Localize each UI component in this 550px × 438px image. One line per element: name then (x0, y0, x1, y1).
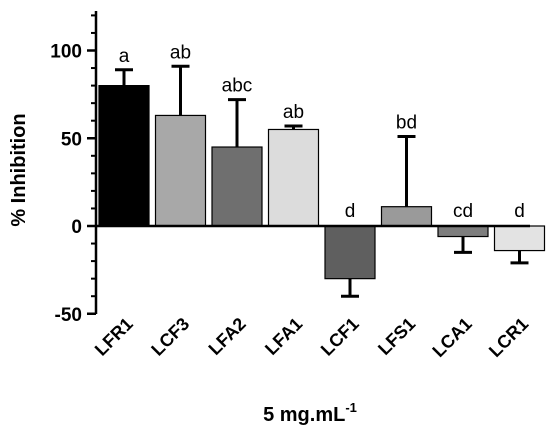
x-tick-label-lca1: LCA1 (428, 314, 475, 361)
bar-lfs1 (380, 206, 433, 227)
x-axis-title: 5 mg.mL-1 (263, 400, 357, 426)
bar-lfa2 (211, 146, 263, 227)
error-bar-lfa1 (284, 124, 303, 130)
bar-lca1 (437, 225, 489, 238)
significance-label-lfa2: abc (222, 76, 253, 97)
x-axis-title-main: 5 mg.mL (263, 404, 345, 426)
significance-label-lcf1: d (345, 201, 356, 222)
x-tick-label-lfa1: LFA1 (261, 314, 306, 359)
significance-label-lfa1: ab (283, 102, 304, 123)
significance-label-lca1: cd (453, 201, 473, 222)
significance-label-lcr1: d (514, 201, 525, 222)
error-bar-lcf1 (341, 278, 359, 298)
bar-lcf1 (324, 225, 376, 280)
x-tick-label-lcf1: LCF1 (317, 314, 363, 360)
y-tick-label: -50 (55, 305, 82, 326)
error-bar-lfr1 (115, 68, 133, 86)
bar-lcr1 (493, 225, 546, 252)
error-bar-lfa2 (228, 98, 246, 148)
x-tick-label-lfr1: LFR1 (91, 314, 137, 360)
significance-label-lcf3: ab (170, 42, 191, 63)
y-tick-label: 0 (71, 217, 82, 238)
significance-label-lfr1: a (119, 46, 130, 67)
significance-label-lfs1: bd (396, 112, 417, 133)
error-bar-lfs1 (397, 134, 416, 207)
x-tick-label-lcf3: LCF3 (147, 314, 193, 360)
error-bar-lcr1 (510, 250, 529, 265)
x-axis-title-exponent: -1 (345, 400, 357, 415)
x-tick-label-lfs1: LFS1 (374, 314, 419, 359)
bar-lcf3 (154, 114, 207, 227)
y-axis-title: % Inhibition (8, 113, 30, 226)
y-axis: -50 0 50 100 (50, 11, 98, 326)
x-tick-label-lcr1: LCR1 (485, 314, 532, 361)
x-axis: LFR1 LCF3 LFA2 LFA1 LCF1 LFS1 LCA1 LCR1 (91, 224, 532, 361)
error-bar-lca1 (454, 236, 472, 254)
chart-marks: a ab abc ab d bd cd d (98, 42, 546, 298)
x-tick-label-lfa2: LFA2 (205, 314, 250, 359)
y-tick-label: 100 (50, 42, 82, 63)
error-bar-lcf3 (171, 64, 190, 116)
y-tick-label: 50 (61, 129, 82, 150)
bar-lfr1 (98, 84, 150, 227)
bar-lfa1 (267, 128, 320, 227)
